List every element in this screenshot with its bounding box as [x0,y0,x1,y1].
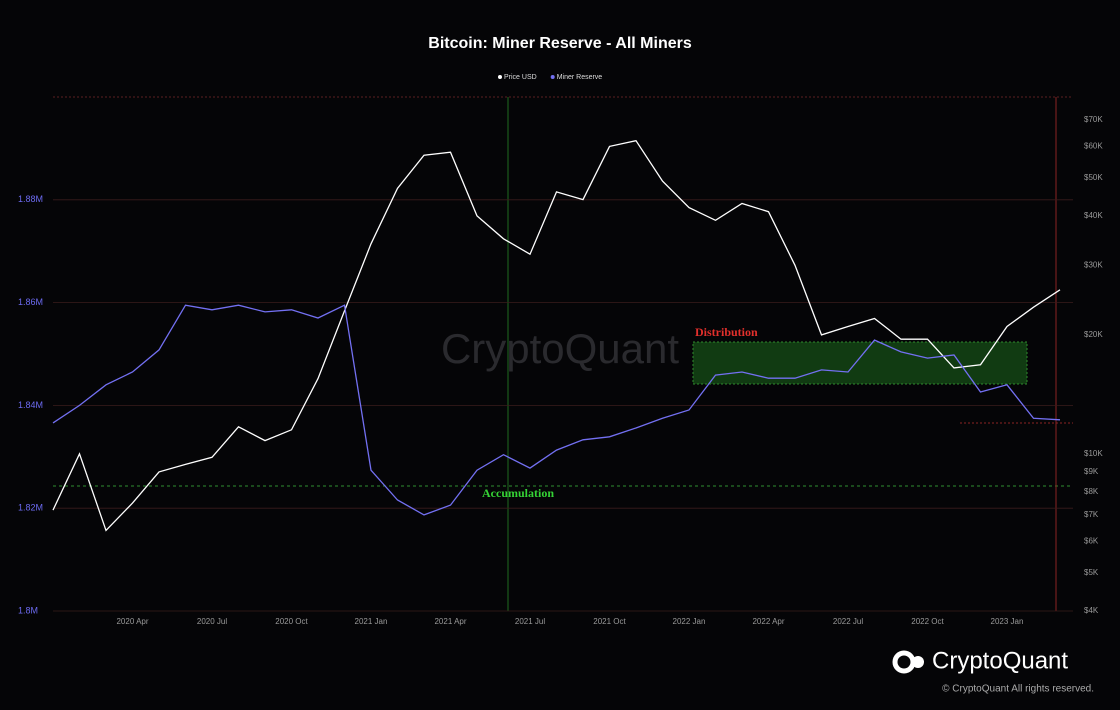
legend-marker [550,75,555,79]
series-line [52,304,1061,516]
y2-tick-label: $5K [1084,568,1099,577]
y2-tick-label: $10K [1084,449,1103,458]
x-tick-label: 2021 Oct [593,617,626,626]
x-tick-label: 2022 Jul [833,617,863,626]
legend-label: Price USD [504,74,537,81]
series-line [52,139,1061,532]
y2-tick-label: $30K [1084,260,1103,269]
chart-title: Bitcoin: Miner Reserve - All Miners [428,35,692,52]
brand-logo [892,650,924,674]
y2-tick-label: $8K [1084,487,1099,496]
copyright: © CryptoQuant All rights reserved. [942,684,1094,695]
x-tick-label: 2022 Apr [752,617,784,626]
legend-marker [498,75,502,79]
y-tick-label: 1.88M [18,194,43,204]
distribution-zone [692,341,1028,385]
x-tick-label: 2020 Apr [116,617,148,626]
x-tick-label: 2021 Apr [434,617,466,626]
x-tick-label: 2021 Jul [515,617,545,626]
y-tick-label: 1.86M [18,297,43,307]
y-tick-label: 1.82M [18,503,43,513]
x-tick-label: 2021 Jan [355,617,388,626]
x-tick-label: 2020 Jul [197,617,227,626]
y2-tick-label: $6K [1084,537,1099,546]
y2-tick-label: $4K [1084,606,1099,615]
y-tick-label: 1.84M [18,400,43,410]
y2-tick-label: $70K [1084,115,1103,124]
annotation: Accumulation [482,486,554,500]
y2-tick-label: $40K [1084,211,1103,220]
y2-tick-label: $50K [1084,173,1103,182]
y2-tick-label: $60K [1084,141,1103,150]
x-tick-label: 2023 Jan [991,617,1024,626]
watermark: CryptoQuant [441,325,679,372]
x-tick-label: 2022 Jan [673,617,706,626]
annotation: Distribution [695,325,758,339]
y2-tick-label: $20K [1084,330,1103,339]
x-tick-label: 2020 Oct [275,617,308,626]
y2-tick-label: $9K [1084,467,1099,476]
x-tick-label: 2022 Oct [911,617,944,626]
legend-label: Miner Reserve [557,74,603,81]
y-tick-label: 1.8M [18,605,38,615]
brand: CryptoQuant [932,647,1068,674]
y2-tick-label: $7K [1084,510,1099,519]
